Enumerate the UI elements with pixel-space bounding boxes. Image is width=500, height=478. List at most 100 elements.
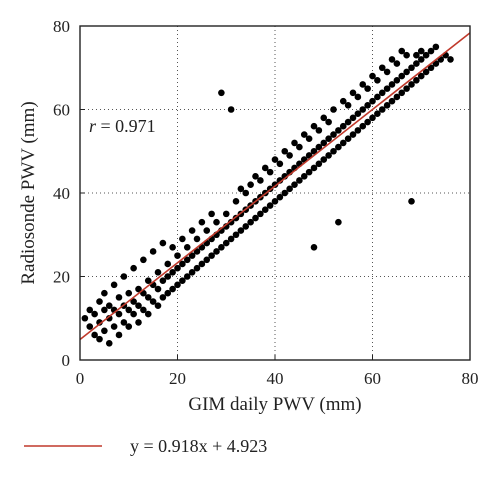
data-point <box>417 72 425 80</box>
data-point <box>149 298 157 305</box>
data-point <box>315 143 323 151</box>
data-point <box>408 198 415 205</box>
data-point <box>110 281 118 289</box>
data-point <box>198 260 206 268</box>
data-point <box>354 127 362 134</box>
data-point <box>310 122 318 130</box>
data-point <box>335 218 342 226</box>
data-point <box>349 89 357 97</box>
data-point <box>388 56 396 63</box>
data-point <box>359 81 367 88</box>
data-point <box>291 181 298 188</box>
data-point <box>237 227 245 234</box>
correlation-annotation: r = 0.971 <box>89 116 156 136</box>
data-point <box>276 193 284 201</box>
data-point <box>208 210 215 218</box>
data-point <box>383 68 391 76</box>
data-point <box>257 177 264 184</box>
data-point <box>125 323 133 330</box>
x-tick-label: 40 <box>267 369 284 388</box>
data-point <box>188 269 196 276</box>
data-point <box>344 135 352 143</box>
y-axis-label: Radiosonde PWV (mm) <box>18 101 39 284</box>
data-point <box>320 114 328 122</box>
data-point <box>271 156 279 163</box>
data-point <box>169 243 176 251</box>
x-axis-label: GIM daily PWV (mm) <box>188 394 361 415</box>
data-point <box>183 273 191 280</box>
x-tick-label: 60 <box>364 369 381 388</box>
data-point <box>169 269 176 276</box>
data-point <box>369 72 376 80</box>
data-point <box>188 227 196 234</box>
y-tick-label: 20 <box>53 268 70 287</box>
x-tick-label: 80 <box>462 369 479 388</box>
data-point <box>174 264 181 272</box>
data-point <box>159 239 167 247</box>
data-point <box>174 281 181 289</box>
data-point <box>422 51 430 59</box>
data-point <box>247 181 254 188</box>
data-point <box>349 131 357 138</box>
data-point <box>91 310 98 318</box>
data-point <box>305 168 313 176</box>
data-point <box>374 93 381 101</box>
data-point <box>101 289 108 297</box>
y-tick-label: 40 <box>53 184 70 203</box>
data-point <box>125 289 133 297</box>
data-point <box>408 64 415 72</box>
y-tick-label: 0 <box>62 351 71 370</box>
y-tick-label: 80 <box>53 17 70 36</box>
data-point <box>417 47 425 55</box>
data-point <box>169 285 176 293</box>
correlation-value: = 0.971 <box>96 116 156 136</box>
data-point <box>105 314 113 322</box>
data-point <box>393 60 401 67</box>
data-point <box>378 64 386 72</box>
data-point <box>383 102 391 109</box>
data-point <box>325 152 332 159</box>
data-point <box>144 277 152 284</box>
data-point <box>144 294 152 301</box>
data-point <box>237 185 245 193</box>
data-point <box>218 89 225 97</box>
data-point <box>398 89 406 97</box>
data-point <box>364 118 371 126</box>
data-point <box>286 185 293 193</box>
data-point <box>130 264 137 272</box>
data-point <box>96 298 103 305</box>
data-point <box>325 118 332 126</box>
data-point <box>120 319 128 326</box>
data-point <box>135 319 142 326</box>
data-point <box>300 131 308 138</box>
data-point <box>179 277 186 284</box>
data-point <box>86 306 94 314</box>
data-point <box>203 227 211 234</box>
data-point <box>447 56 454 63</box>
data-point <box>227 218 235 226</box>
data-point <box>335 143 342 151</box>
data-point <box>164 260 172 268</box>
data-point <box>310 164 318 172</box>
data-point <box>403 68 410 76</box>
data-point <box>408 81 415 88</box>
data-point <box>101 327 108 335</box>
x-tick-label: 0 <box>76 369 85 388</box>
data-point <box>193 264 201 272</box>
data-point <box>174 252 181 259</box>
data-point <box>183 243 191 251</box>
data-point <box>154 285 162 293</box>
data-point <box>140 306 147 314</box>
data-point <box>281 189 289 197</box>
x-tick-label: 20 <box>169 369 186 388</box>
data-point <box>354 110 362 117</box>
data-point <box>198 218 206 226</box>
data-point <box>252 214 259 222</box>
data-point <box>164 273 172 280</box>
data-point <box>227 106 235 113</box>
data-point <box>388 81 396 88</box>
data-point <box>330 147 337 155</box>
data-point <box>213 218 220 226</box>
data-point <box>96 335 103 343</box>
data-point <box>144 310 152 318</box>
